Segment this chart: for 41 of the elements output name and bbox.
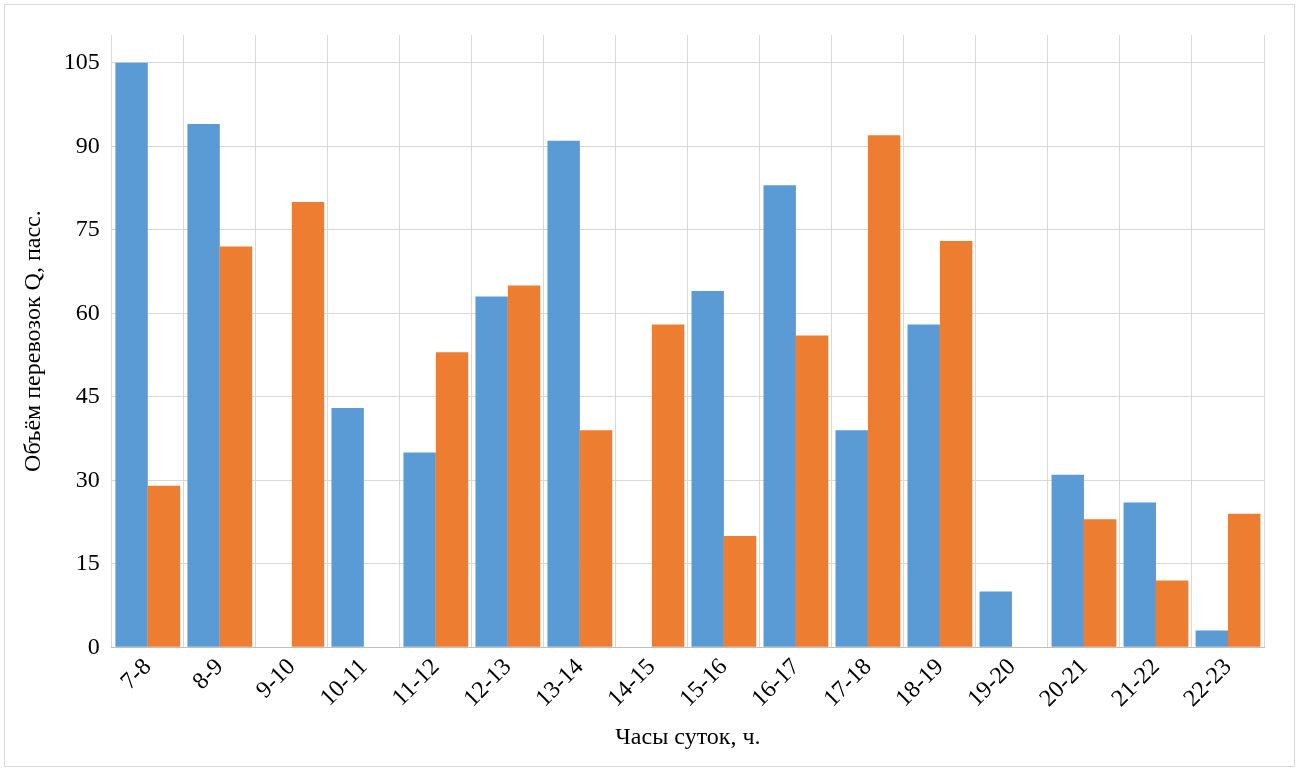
y-tick-label: 60 (75, 298, 100, 325)
bar (291, 201, 325, 647)
bar (403, 452, 436, 647)
y-tick-label: 15 (75, 549, 100, 576)
bar (1051, 474, 1084, 647)
bar (763, 185, 796, 647)
y-tick-label: 75 (75, 215, 100, 242)
bar (1195, 630, 1228, 647)
bar (147, 485, 181, 647)
bar (795, 335, 829, 647)
x-tick-label: 8-9 (186, 653, 228, 695)
bar (547, 140, 580, 647)
bar (1227, 513, 1261, 647)
bar (835, 430, 868, 647)
bar (651, 324, 685, 647)
x-tick-label: 9-10 (250, 653, 300, 703)
y-tick-label: 30 (75, 465, 100, 492)
bar (331, 407, 364, 647)
bar (979, 591, 1012, 647)
y-tick-label: 0 (87, 632, 100, 659)
y-tick-label: 45 (75, 382, 100, 409)
bar (1155, 580, 1189, 647)
bar (691, 291, 724, 647)
y-tick-label: 90 (75, 131, 100, 158)
y-axis-title: Объём перевозок Q, пасс. (18, 210, 45, 472)
bar (723, 535, 757, 647)
bar (939, 240, 973, 647)
bar (907, 324, 940, 647)
bar (475, 296, 508, 647)
bar (867, 135, 901, 647)
bar (187, 124, 220, 647)
y-tick-label: 105 (63, 48, 100, 75)
bar (1123, 502, 1156, 647)
x-axis-title: Часы суток, ч. (615, 722, 761, 749)
bar (579, 430, 613, 647)
bar (219, 246, 253, 647)
bar (435, 352, 469, 647)
x-tick-label: 7-8 (114, 653, 156, 695)
bar (507, 285, 541, 647)
bar (1083, 519, 1117, 647)
bar (115, 62, 148, 647)
